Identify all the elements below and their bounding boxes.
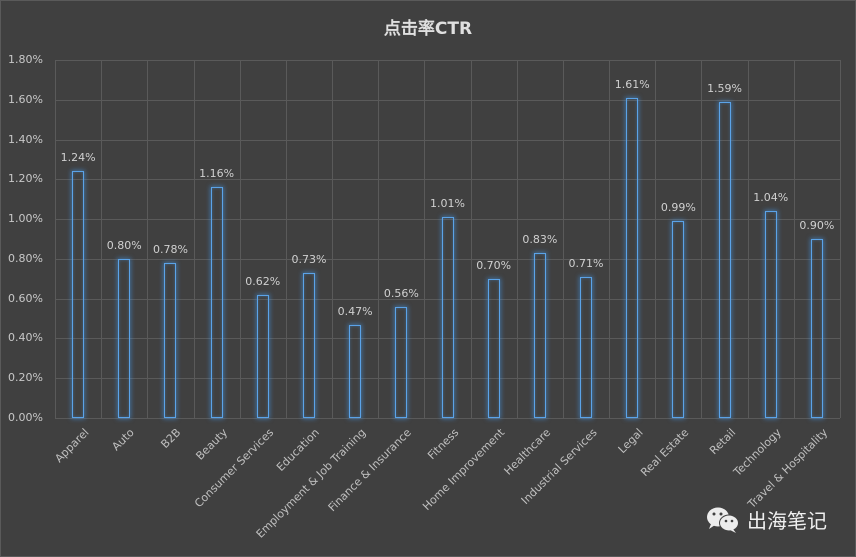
v-gridline — [239, 60, 241, 418]
bar[interactable] — [164, 262, 177, 418]
v-gridline — [424, 60, 426, 418]
wechat-icon — [707, 507, 739, 533]
data-label: 0.71% — [568, 256, 604, 270]
y-tick-label: 1.80% — [8, 53, 43, 66]
data-label: 0.83% — [522, 232, 558, 246]
v-gridline — [701, 60, 703, 418]
h-gridline — [55, 179, 840, 181]
bar[interactable] — [256, 294, 269, 418]
bar[interactable] — [118, 258, 131, 418]
y-tick-label: 0.20% — [8, 371, 43, 385]
data-label: 0.99% — [660, 201, 696, 215]
y-tick-label: 0.60% — [8, 291, 43, 305]
v-gridline — [655, 60, 657, 418]
bar[interactable] — [487, 278, 500, 418]
h-gridline — [55, 298, 840, 300]
bar[interactable] — [626, 97, 639, 418]
data-label: 0.47% — [337, 304, 373, 318]
v-gridline — [609, 60, 611, 418]
bar[interactable] — [672, 221, 685, 418]
y-tick-label: 1.40% — [8, 132, 43, 146]
data-label: 0.62% — [245, 274, 281, 288]
watermark-text: 出海笔记 — [747, 509, 827, 533]
v-gridline — [332, 60, 334, 418]
h-gridline — [55, 378, 840, 380]
y-tick-label: 0.80% — [8, 251, 43, 265]
h-gridline — [55, 418, 840, 419]
y-tick-label: 0.40% — [8, 331, 43, 345]
bar[interactable] — [302, 272, 315, 418]
h-gridline — [55, 139, 840, 141]
h-gridline — [55, 99, 840, 101]
bar[interactable] — [533, 252, 546, 418]
h-gridline — [55, 258, 840, 260]
data-label: 1.01% — [430, 197, 465, 211]
v-gridline — [562, 60, 564, 418]
bar[interactable] — [441, 217, 454, 418]
bar[interactable] — [810, 239, 823, 418]
data-label: 1.61% — [614, 77, 650, 91]
v-gridline — [193, 60, 195, 418]
v-gridline — [516, 60, 518, 418]
y-tick-label: 1.00% — [8, 212, 43, 226]
v-gridline — [285, 60, 287, 418]
data-label: 0.90% — [799, 219, 835, 232]
bar[interactable] — [580, 276, 593, 418]
data-label: 1.24% — [60, 151, 96, 165]
y-tick-label: 0.00% — [8, 411, 43, 424]
v-gridline — [378, 60, 380, 418]
h-gridline — [55, 219, 840, 221]
bar[interactable] — [395, 306, 408, 418]
bar[interactable] — [764, 211, 777, 418]
data-label: 0.70% — [476, 258, 512, 272]
v-gridline — [470, 60, 472, 418]
v-gridline — [840, 60, 841, 418]
bar[interactable] — [718, 101, 731, 418]
v-gridline — [747, 60, 749, 418]
data-label: 1.04% — [753, 191, 789, 205]
y-tick-label: 1.20% — [8, 172, 43, 186]
chart-title: 点击率CTR — [383, 19, 473, 39]
v-gridline — [147, 60, 149, 418]
bar[interactable] — [72, 171, 85, 418]
v-gridline — [101, 60, 103, 418]
data-label: 1.59% — [707, 81, 743, 95]
plot-area: 1.24% 0.80% 0.78% 1.16% 0.62% 0.73% 0.47% 0.56%… — [55, 60, 841, 419]
data-label: 0.56% — [383, 286, 419, 300]
data-label: 0.78% — [152, 242, 188, 256]
bar[interactable] — [210, 187, 223, 418]
h-gridline — [55, 338, 840, 340]
v-gridline — [55, 60, 56, 418]
y-tick-label: 1.60% — [8, 92, 43, 106]
bar[interactable] — [349, 324, 362, 418]
data-label: 1.16% — [199, 167, 235, 181]
watermark: 出海笔记 — [705, 505, 827, 534]
h-gridline — [55, 60, 840, 61]
data-label: 0.80% — [106, 238, 142, 252]
data-label: 0.73% — [291, 252, 327, 266]
v-gridline — [793, 60, 795, 418]
